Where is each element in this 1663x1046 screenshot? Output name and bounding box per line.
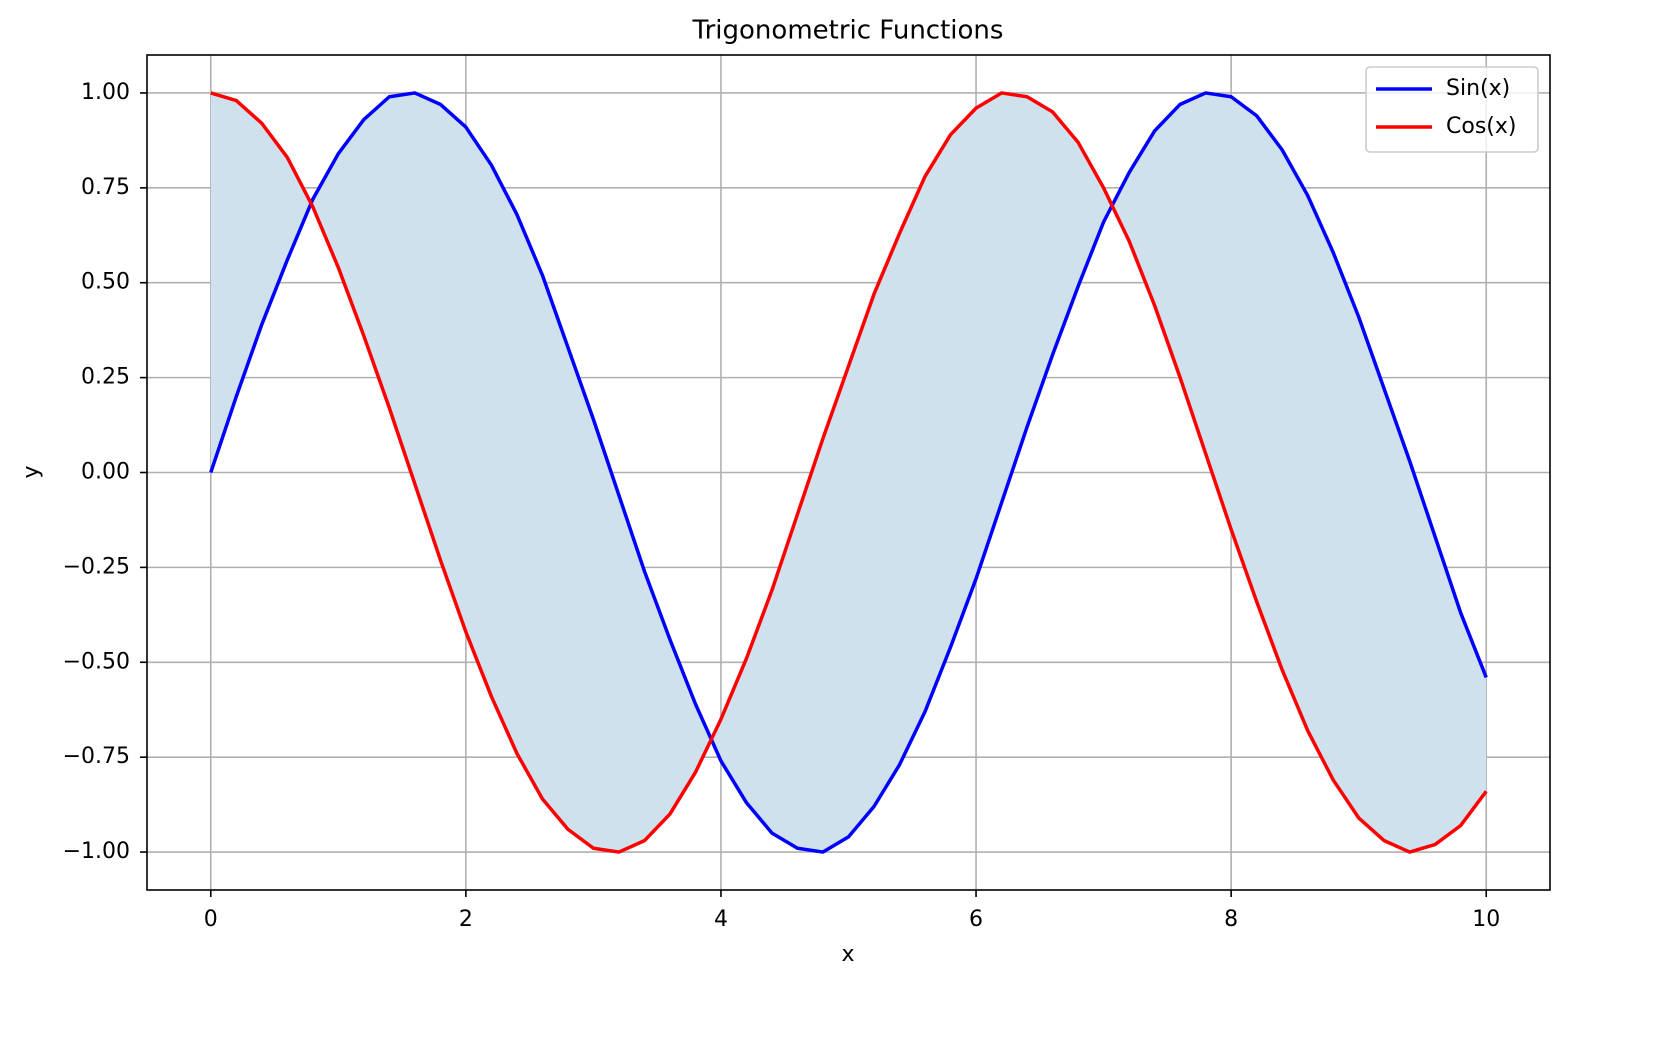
x-tick-label: 8 — [1224, 907, 1238, 932]
y-tick-label: −0.25 — [63, 554, 130, 579]
axes-frame — [146, 54, 1551, 891]
x-tick-label: 6 — [969, 907, 983, 932]
line — [210, 91, 1488, 854]
legend-label: Cos(x) — [1446, 114, 1516, 139]
x-tick-label: 10 — [1472, 907, 1500, 932]
x-tick-label: 4 — [714, 907, 728, 932]
y-tick-label: 0.75 — [81, 175, 130, 200]
y-axis-label: y — [19, 465, 44, 478]
y-tick-label: 0.50 — [81, 270, 130, 295]
legend-label: Sin(x) — [1446, 76, 1510, 101]
fill-between — [210, 92, 1487, 853]
y-tick-label: −1.00 — [63, 839, 130, 864]
y-tick-label: 0.25 — [81, 365, 130, 390]
x-tick-label: 2 — [459, 907, 473, 932]
y-tick-label: −0.75 — [63, 744, 130, 769]
line — [209, 91, 1488, 854]
x-axis-label: x — [841, 942, 854, 967]
x-tick-label: 0 — [204, 907, 218, 932]
y-tick-label: −0.50 — [63, 649, 130, 674]
y-tick-label: 1.00 — [81, 80, 130, 105]
chart-title: Trigonometric Functions — [692, 16, 1004, 46]
y-tick-label: 0.00 — [81, 460, 130, 485]
